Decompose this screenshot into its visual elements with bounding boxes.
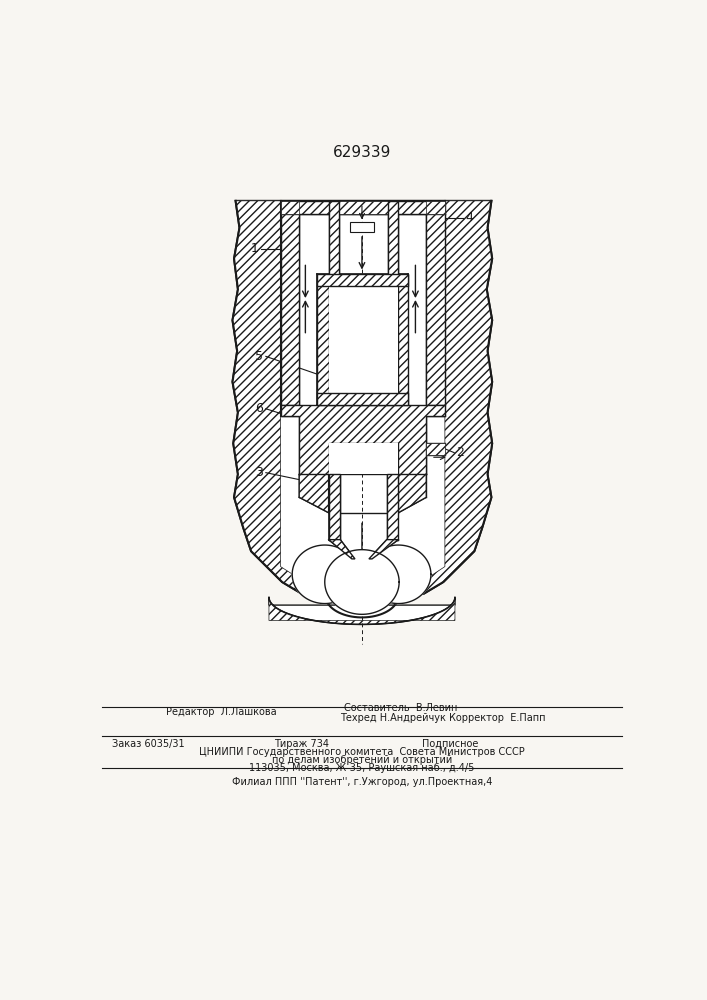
Polygon shape	[388, 201, 398, 328]
Text: 1: 1	[251, 242, 259, 255]
Polygon shape	[329, 201, 339, 328]
Text: Редактор  Л.Лашкова: Редактор Л.Лашкова	[166, 707, 276, 717]
Text: 4: 4	[466, 211, 474, 224]
Polygon shape	[398, 274, 409, 405]
Polygon shape	[325, 550, 399, 614]
Polygon shape	[426, 214, 445, 405]
Polygon shape	[233, 201, 492, 617]
Polygon shape	[317, 274, 329, 405]
Polygon shape	[281, 214, 299, 405]
Polygon shape	[281, 405, 445, 474]
Text: 2: 2	[457, 446, 464, 459]
Polygon shape	[351, 222, 373, 232]
Polygon shape	[398, 201, 492, 597]
Text: 629339: 629339	[333, 145, 391, 160]
Text: 5: 5	[255, 350, 263, 363]
Polygon shape	[366, 545, 431, 604]
Polygon shape	[233, 201, 329, 597]
Polygon shape	[269, 597, 455, 624]
Polygon shape	[426, 443, 445, 455]
Polygon shape	[317, 393, 409, 405]
Polygon shape	[269, 597, 455, 624]
Polygon shape	[317, 274, 409, 286]
Polygon shape	[387, 474, 398, 540]
Text: ЦНИИПИ Государственного комитета  Совета Министров СССР: ЦНИИПИ Государственного комитета Совета …	[199, 747, 525, 757]
Text: Техред Н.Андрейчук Корректор  Е.Папп: Техред Н.Андрейчук Корректор Е.Папп	[340, 713, 546, 723]
Polygon shape	[329, 443, 398, 474]
Polygon shape	[329, 286, 398, 393]
Text: 113035, Москва, Ж-35, Раушская наб., д.4/5: 113035, Москва, Ж-35, Раушская наб., д.4…	[250, 763, 474, 773]
Polygon shape	[281, 201, 445, 214]
Text: Заказ 6035/31: Заказ 6035/31	[112, 739, 185, 749]
Polygon shape	[329, 474, 340, 540]
Text: по делам изобретений и открытий: по делам изобретений и открытий	[271, 755, 452, 765]
Polygon shape	[329, 201, 398, 214]
Polygon shape	[299, 474, 329, 513]
Text: Подписное: Подписное	[421, 739, 478, 749]
Text: 3: 3	[255, 466, 263, 479]
Polygon shape	[398, 474, 426, 513]
Text: 6: 6	[255, 402, 263, 415]
Polygon shape	[281, 201, 299, 214]
Text: Тираж 734: Тираж 734	[274, 739, 329, 749]
Polygon shape	[329, 540, 355, 559]
Text: Составитель  В.Левин: Составитель В.Левин	[344, 703, 457, 713]
Polygon shape	[426, 201, 445, 214]
Polygon shape	[292, 545, 357, 604]
Text: Филиал ППП ''Патент'', г.Ужгород, ул.Проектная,4: Филиал ППП ''Патент'', г.Ужгород, ул.Про…	[232, 777, 492, 787]
Polygon shape	[369, 540, 398, 559]
